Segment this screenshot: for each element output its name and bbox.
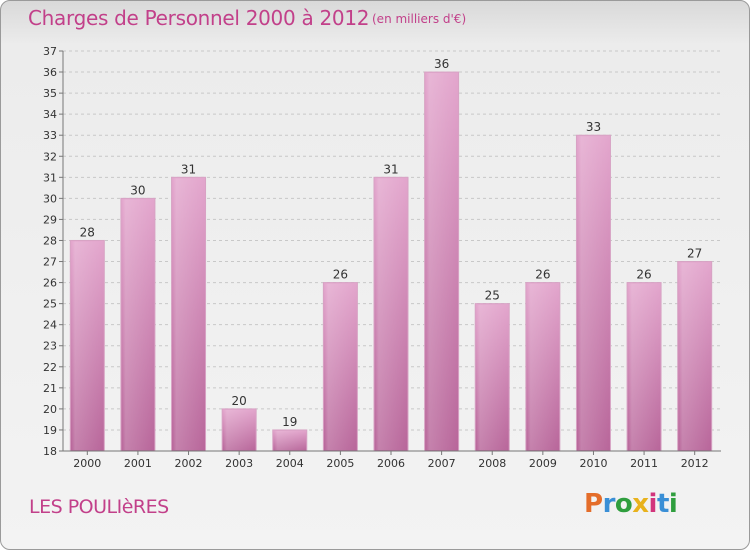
logo-letter: x (632, 489, 649, 519)
bar-highlight (526, 283, 559, 450)
y-tick-label: 31 (43, 171, 57, 184)
y-tick-label: 24 (43, 319, 57, 332)
y-tick-label: 19 (43, 424, 57, 437)
x-tick-label: 2002 (175, 457, 203, 470)
y-tick-label: 33 (43, 129, 57, 142)
x-tick-label: 2009 (529, 457, 557, 470)
proxiti-logo[interactable]: Proxiti (584, 489, 678, 519)
bar-highlight (375, 178, 407, 450)
data-label: 20 (232, 394, 247, 408)
data-label: 19 (282, 415, 297, 429)
x-tick-label: 2010 (579, 457, 607, 470)
data-label: 28 (80, 225, 95, 239)
bar-highlight (324, 283, 357, 450)
data-label: 26 (535, 268, 550, 282)
data-label: 26 (333, 268, 348, 282)
x-tick-label: 2005 (326, 457, 354, 470)
bar-highlight (577, 136, 610, 451)
x-tick-label: 2001 (124, 457, 152, 470)
y-tick-label: 18 (43, 445, 57, 458)
data-label: 31 (181, 162, 196, 176)
y-tick-label: 37 (43, 45, 57, 58)
y-tick-label: 35 (43, 87, 57, 100)
data-label: 33 (586, 120, 601, 134)
y-tick-label: 25 (43, 298, 57, 311)
x-tick-label: 2008 (478, 457, 506, 470)
x-tick-label: 2007 (428, 457, 456, 470)
data-label: 36 (434, 57, 449, 71)
y-tick-label: 30 (43, 192, 57, 205)
data-label: 30 (130, 183, 145, 197)
bar-highlight (273, 430, 306, 450)
chart-title: Charges de Personnel 2000 à 2012 (28, 6, 370, 30)
bar-highlight (71, 241, 104, 450)
bar-highlight (223, 409, 256, 450)
logo-letter: t (656, 489, 669, 519)
y-tick-label: 28 (43, 234, 57, 247)
chart-subtitle: (en milliers d'€) (372, 12, 467, 26)
x-tick-label: 2006 (377, 457, 405, 470)
y-tick-label: 34 (43, 108, 57, 121)
data-label: 31 (383, 162, 398, 176)
bar-highlight (425, 73, 458, 450)
bar-highlight (476, 304, 509, 450)
y-tick-label: 32 (43, 150, 57, 163)
y-tick-label: 21 (43, 382, 57, 395)
bar-highlight (172, 178, 205, 450)
bar-highlight (121, 199, 154, 450)
x-tick-label: 2004 (276, 457, 304, 470)
logo-letter: P (584, 489, 603, 519)
data-label: 27 (687, 247, 702, 261)
data-label: 26 (636, 268, 651, 282)
y-tick-label: 36 (43, 66, 57, 79)
logo-letter: i (648, 489, 658, 519)
y-tick-label: 26 (43, 277, 57, 290)
logo-letter: o (614, 489, 633, 519)
x-tick-label: 2011 (630, 457, 658, 470)
y-tick-label: 22 (43, 361, 57, 374)
bar-highlight (628, 283, 661, 450)
x-tick-label: 2003 (225, 457, 253, 470)
y-tick-label: 29 (43, 213, 57, 226)
place-name: LES POULIèRES (29, 496, 169, 518)
logo-letter: r (602, 489, 616, 519)
bar-highlight (678, 262, 711, 450)
y-tick-label: 27 (43, 256, 57, 269)
data-label: 25 (485, 289, 500, 303)
y-tick-label: 20 (43, 403, 57, 416)
logo-letter: i (668, 489, 678, 519)
x-tick-label: 2012 (681, 457, 709, 470)
x-tick-label: 2000 (73, 457, 101, 470)
y-tick-label: 23 (43, 340, 57, 353)
